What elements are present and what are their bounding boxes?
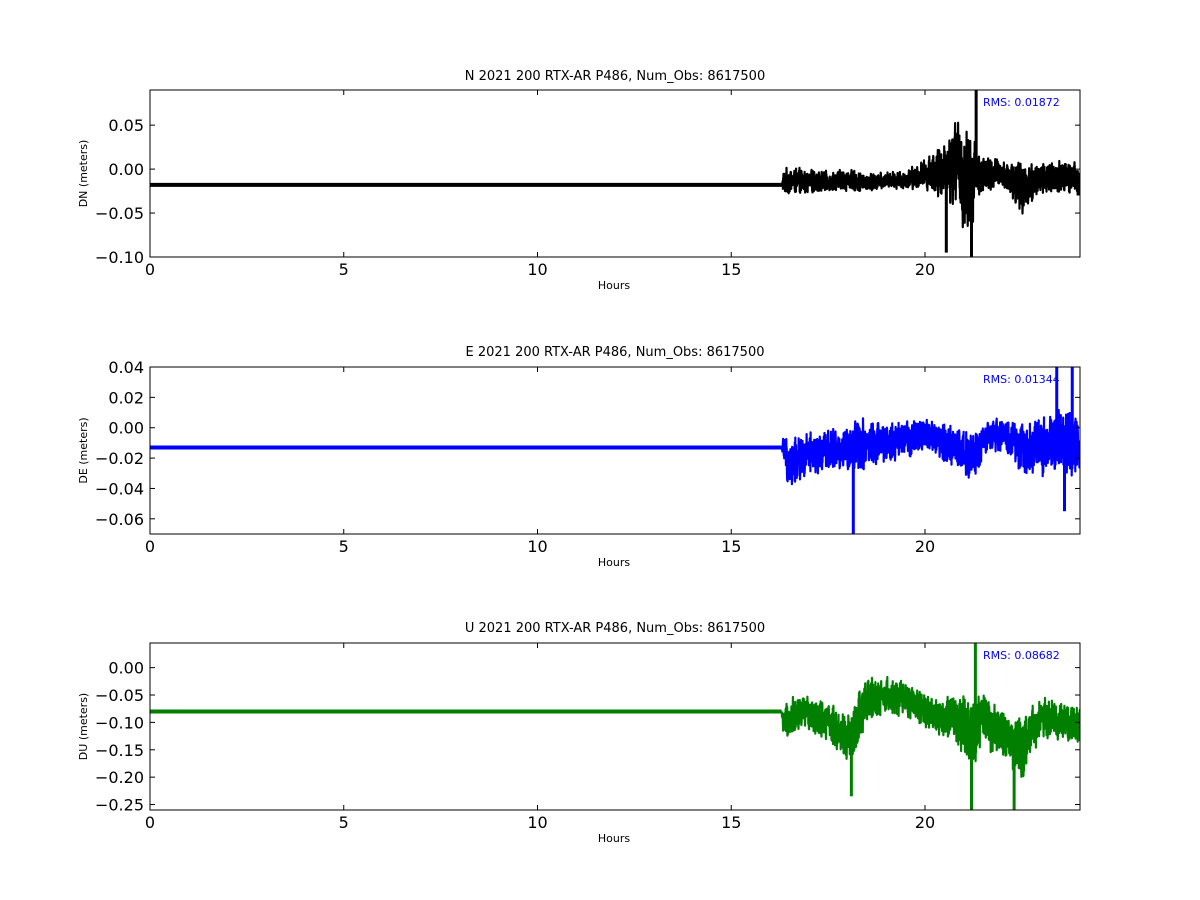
x-tick-label: 10	[527, 813, 547, 832]
y-tick-label: −0.05	[95, 686, 144, 705]
rms-label: RMS: 0.08682	[983, 649, 1060, 662]
x-tick-label: 20	[915, 537, 935, 556]
y-axis-ticks: 0.00 −0.05 −0.10 −0.15 −0.20 −0.25	[95, 659, 1080, 815]
x-axis-ticks: 0 5 10 15 20	[145, 367, 935, 556]
series-line-noisy	[780, 121, 1080, 229]
x-tick-label: 5	[339, 537, 349, 556]
y-tick-label: −0.25	[95, 796, 144, 815]
y-tick-label: −0.20	[95, 768, 144, 787]
rms-label: RMS: 0.01344	[983, 373, 1060, 386]
y-tick-label: −0.10	[95, 713, 144, 732]
y-axis-label: DE (meters)	[77, 417, 90, 483]
y-tick-label: −0.05	[95, 204, 144, 223]
rms-label: RMS: 0.01872	[983, 96, 1060, 109]
x-axis-label: Hours	[598, 832, 630, 845]
x-axis-ticks: 0 5 10 15 20	[145, 643, 935, 832]
panel-east: E 2021 200 RTX-AR P486, Num_Obs: 8617500…	[77, 345, 1081, 569]
chart-title: N 2021 200 RTX-AR P486, Num_Obs: 8617500	[465, 69, 765, 84]
y-tick-label: 0.04	[108, 358, 144, 377]
x-tick-label: 10	[527, 260, 547, 279]
x-tick-label: 20	[915, 813, 935, 832]
y-axis-ticks: 0.05 0.00 −0.05 −0.10	[95, 116, 1080, 267]
x-tick-label: 15	[721, 537, 741, 556]
panel-north: N 2021 200 RTX-AR P486, Num_Obs: 8617500…	[77, 69, 1081, 292]
y-tick-label: −0.06	[95, 510, 144, 529]
y-axis-label: DN (meters)	[77, 140, 90, 208]
y-tick-label: 0.05	[108, 116, 144, 135]
panel-up: U 2021 200 RTX-AR P486, Num_Obs: 8617500…	[77, 621, 1081, 845]
x-axis-ticks: 0 5 10 15 20	[145, 90, 935, 279]
x-axis-label: Hours	[598, 279, 630, 292]
x-tick-label: 15	[721, 260, 741, 279]
y-tick-label: 0.00	[108, 659, 144, 678]
plot-area	[150, 367, 1080, 534]
plot-area	[150, 643, 1080, 810]
axes-frame	[149, 89, 1081, 258]
x-tick-label: 0	[145, 260, 155, 279]
y-tick-label: 0.02	[108, 388, 144, 407]
series-line-noisy	[780, 405, 1080, 486]
chart-title: E 2021 200 RTX-AR P486, Num_Obs: 8617500	[466, 345, 765, 360]
y-tick-label: −0.10	[95, 248, 144, 267]
axes-frame	[149, 642, 1081, 811]
x-tick-label: 0	[145, 537, 155, 556]
y-tick-label: −0.02	[95, 449, 144, 468]
y-tick-label: −0.04	[95, 479, 144, 498]
x-tick-label: 10	[527, 537, 547, 556]
y-tick-label: 0.00	[108, 419, 144, 438]
plot-area	[150, 90, 1080, 257]
y-tick-label: −0.15	[95, 741, 144, 760]
x-tick-label: 20	[915, 260, 935, 279]
series-line-noisy	[780, 675, 1080, 778]
y-axis-label: DU (meters)	[77, 693, 90, 760]
chart-title: U 2021 200 RTX-AR P486, Num_Obs: 8617500	[465, 621, 765, 636]
x-tick-label: 5	[339, 260, 349, 279]
y-axis-ticks: 0.04 0.02 0.00 −0.02 −0.04 −0.06	[95, 358, 1080, 529]
x-tick-label: 15	[721, 813, 741, 832]
x-tick-label: 5	[339, 813, 349, 832]
y-tick-label: 0.00	[108, 160, 144, 179]
x-axis-label: Hours	[598, 556, 630, 569]
x-tick-label: 0	[145, 813, 155, 832]
axes-frame	[149, 366, 1081, 535]
